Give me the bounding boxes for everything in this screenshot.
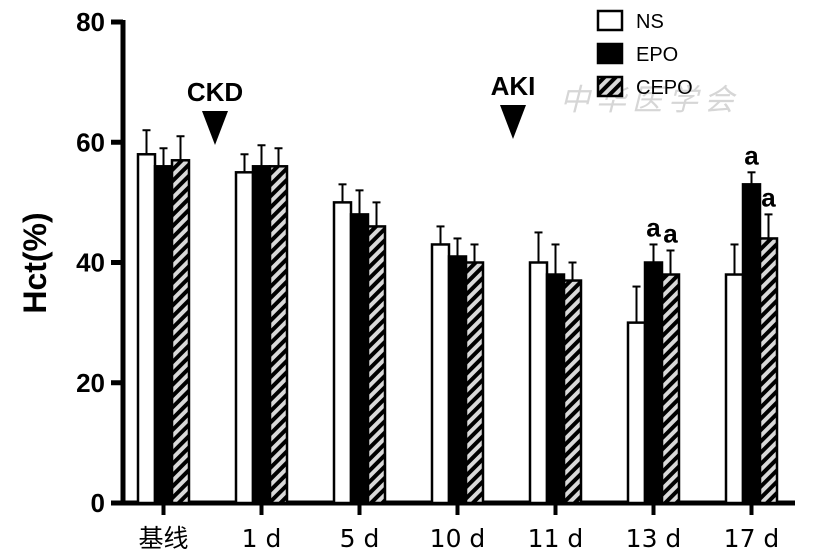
significance-label: a xyxy=(663,218,678,248)
bar-cepo-5 xyxy=(660,273,681,505)
legend-swatch-epo xyxy=(596,42,624,65)
x-tick-label: 17 d xyxy=(724,524,780,553)
y-tick-label: 80 xyxy=(76,7,105,37)
x-tick-label: 基线 xyxy=(138,524,188,553)
x-tick-label: 10 d xyxy=(430,524,486,553)
significance-label: a xyxy=(744,140,759,170)
bar-cepo-0 xyxy=(170,159,191,505)
watermark-text: 中华医学会 xyxy=(560,83,740,118)
bar-epo-0 xyxy=(153,165,174,505)
bar-epo-3 xyxy=(447,255,468,505)
bar-ns-4 xyxy=(528,261,549,505)
bar-ns-2 xyxy=(332,201,353,505)
y-axis-label: Hct(%) xyxy=(17,212,53,313)
x-tick-label: 13 d xyxy=(626,524,682,553)
bar-ns-3 xyxy=(430,243,451,505)
annotation-aki-label: AKI xyxy=(491,71,536,101)
bar-cepo-4 xyxy=(562,279,583,505)
bar-cepo-1 xyxy=(268,165,289,505)
annotation-aki-arrow-icon xyxy=(500,105,526,139)
bar-epo-4 xyxy=(545,273,566,505)
legend-label-epo: EPO xyxy=(636,44,678,66)
x-tick-label: 11 d xyxy=(528,524,584,553)
y-tick-label: 0 xyxy=(91,488,105,518)
annotation-ckd-label: CKD xyxy=(187,77,243,107)
significance-label: a xyxy=(646,212,661,242)
bar-cepo-6 xyxy=(758,237,779,505)
bar-ns-6 xyxy=(724,273,745,505)
y-tick-label: 60 xyxy=(76,127,105,157)
bar-ns-1 xyxy=(234,171,255,505)
bar-epo-6 xyxy=(741,183,762,505)
bar-ns-5 xyxy=(626,321,647,505)
annotation-ckd-arrow-icon xyxy=(202,111,228,145)
x-tick-label: 1 d xyxy=(242,524,282,553)
bar-ns-0 xyxy=(136,153,157,505)
legend-swatch-cepo xyxy=(596,75,624,98)
significance-label: a xyxy=(761,182,776,212)
bar-cepo-2 xyxy=(366,225,387,505)
bar-epo-2 xyxy=(349,213,370,505)
x-tick-label: 5 d xyxy=(340,524,380,553)
legend-swatch-ns xyxy=(596,9,624,32)
y-tick-label: 20 xyxy=(76,368,105,398)
legend-label-cepo: CEPO xyxy=(636,77,693,99)
legend-label-ns: NS xyxy=(636,11,664,33)
bar-epo-1 xyxy=(251,165,272,505)
bar-epo-5 xyxy=(643,261,664,505)
bar-cepo-3 xyxy=(464,261,485,505)
y-tick-label: 40 xyxy=(76,248,105,278)
